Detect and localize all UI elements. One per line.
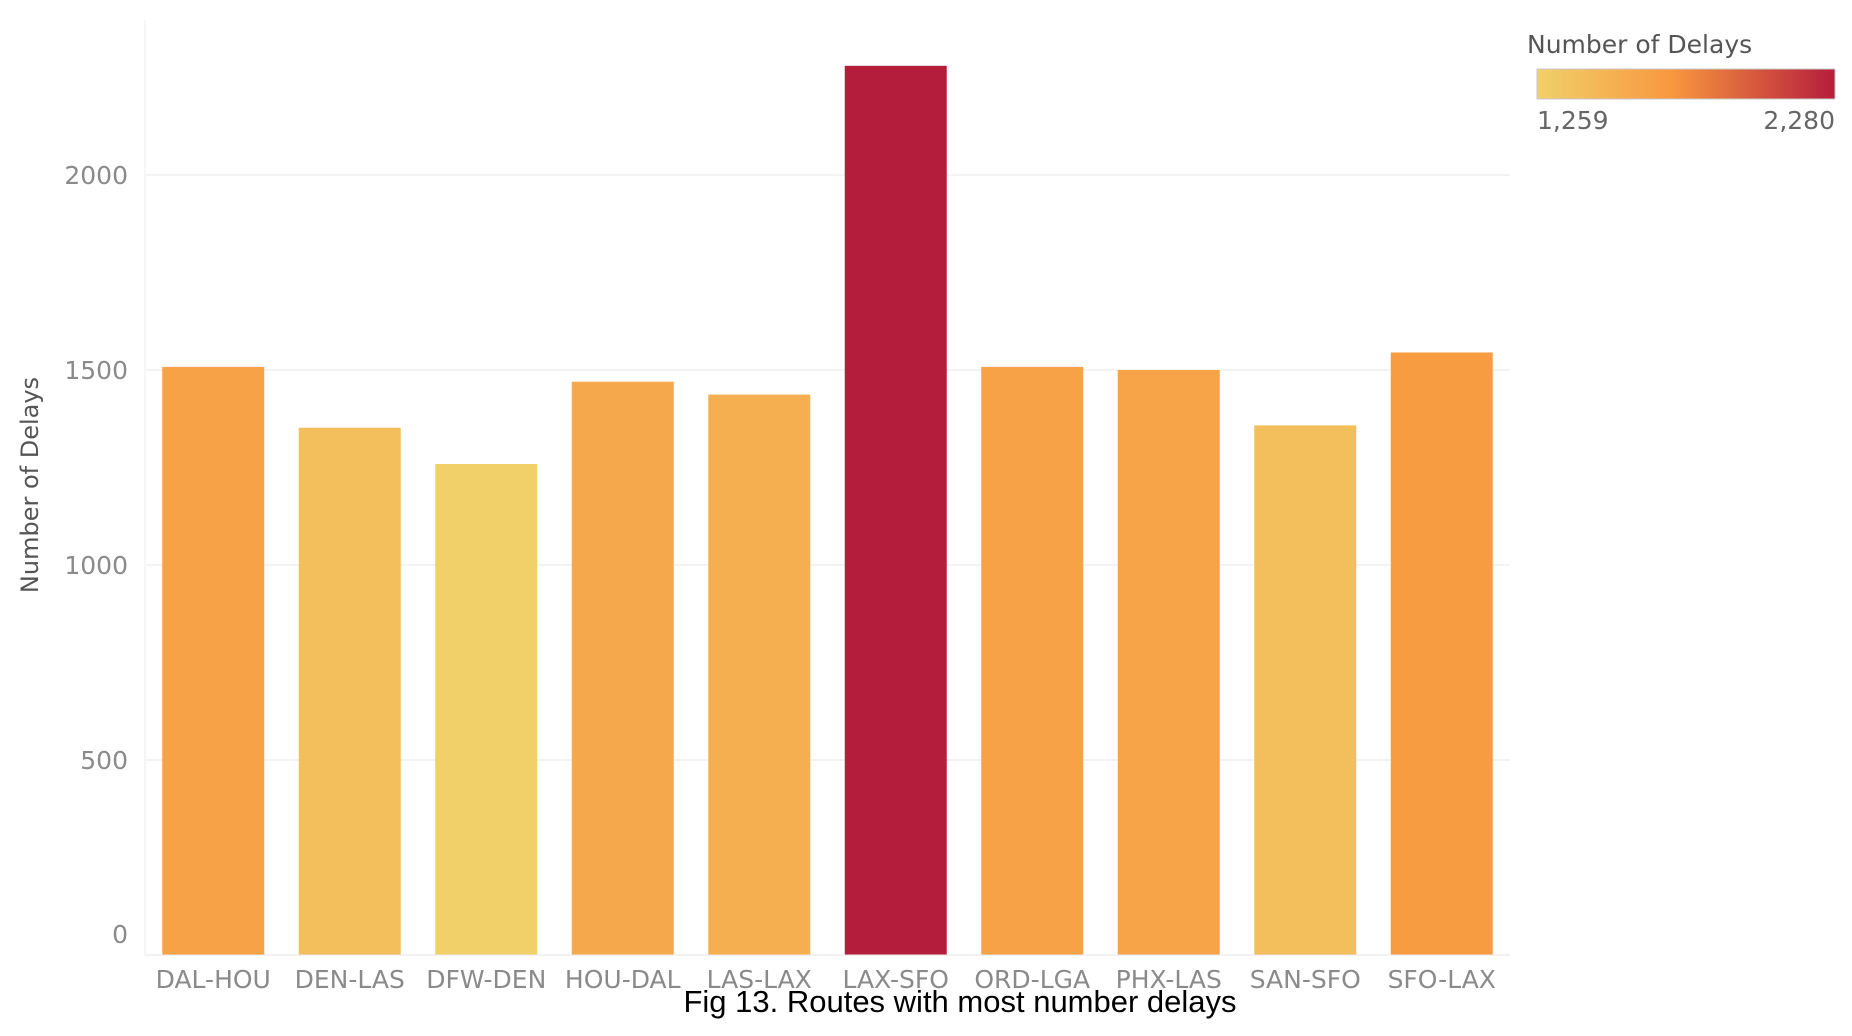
legend-gradient-bar [1536,68,1836,100]
legend-max-label: 2,280 [1763,106,1835,135]
y-tick-0: 0 [112,920,128,949]
y-axis-title: Number of Delays [16,377,44,593]
x-tick-den-las: DEN-LAS [295,965,405,994]
y-tick-500: 500 [80,746,128,775]
color-legend: Number of Delays 1,259 2,280 [1527,30,1836,135]
x-tick-ord-lga: ORD-LGA [974,965,1090,994]
bar-hou-dal [571,381,674,955]
x-tick-phx-las: PHX-LAS [1116,965,1222,994]
y-tick-2000: 2000 [64,161,128,190]
y-tick-1500: 1500 [64,356,128,385]
x-tick-labels: DAL-HOU DEN-LAS DFW-DEN HOU-DAL LAS-LAX LAX-S… [156,965,1496,994]
bar-den-las [298,427,401,956]
bar-ord-lga [981,366,1084,955]
x-tick-lax-sfo: LAX-SFO [843,965,949,994]
y-tick-1000: 1000 [64,551,128,580]
y-tick-labels: 0 500 1000 1500 2000 [64,161,128,949]
bar-san-sfo [1254,425,1357,955]
legend-min-label: 1,259 [1537,106,1609,135]
figure-caption: Fig 13. Routes with most number delays [683,984,1236,1019]
bar-dfw-den [435,463,538,955]
bars [145,65,1510,956]
bar-phx-las [1117,370,1220,955]
bar-dal-hou [162,366,265,955]
x-tick-dfw-den: DFW-DEN [426,965,546,994]
bar-sfo-lax [1390,352,1493,955]
legend-title: Number of Delays [1527,30,1752,59]
x-tick-dal-hou: DAL-HOU [156,965,271,994]
x-tick-las-lax: LAS-LAX [707,965,812,994]
bar-las-lax [708,394,811,955]
bar-lax-sfo [844,65,947,956]
x-tick-sfo-lax: SFO-LAX [1388,965,1496,994]
x-tick-san-sfo: SAN-SFO [1250,965,1361,994]
x-tick-hou-dal: HOU-DAL [565,965,681,994]
